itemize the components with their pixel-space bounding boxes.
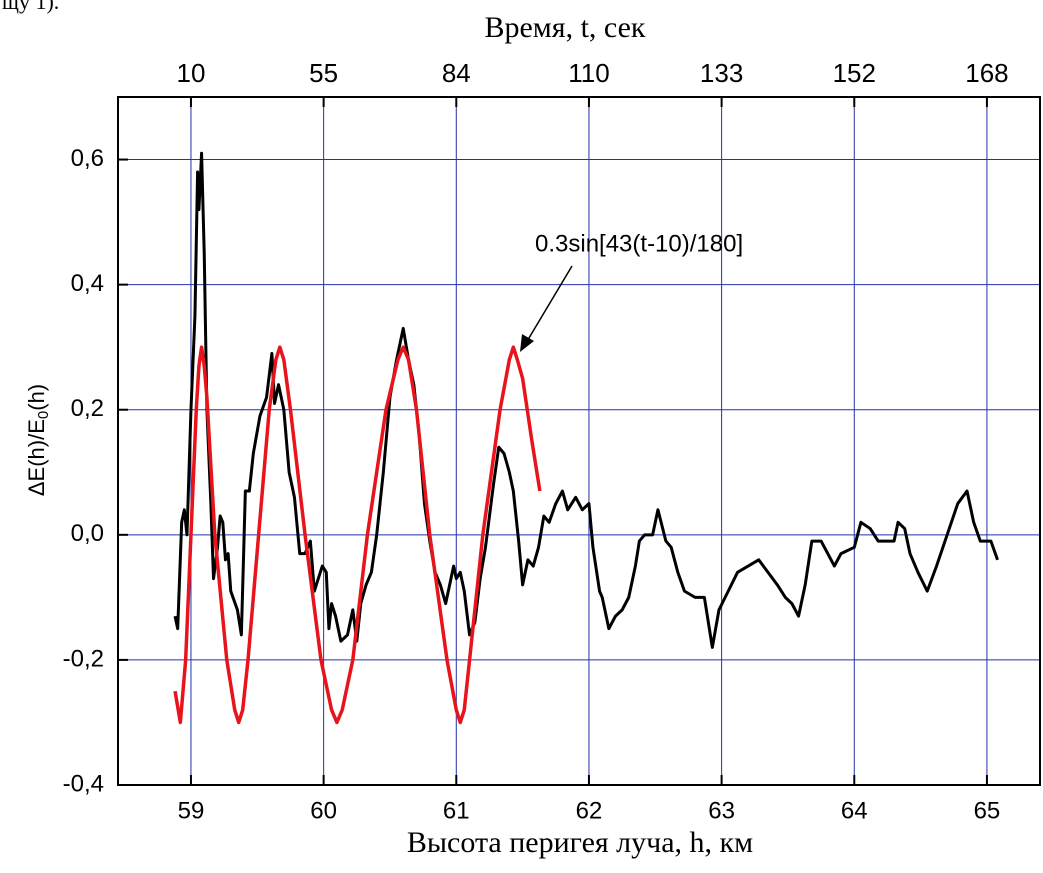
x2-tick-label: 110 bbox=[568, 58, 609, 88]
y-axis-label: ΔE(h)/E0(h) bbox=[24, 384, 52, 496]
data-line bbox=[173, 345, 542, 725]
x-tick-label: 60 bbox=[310, 797, 337, 824]
x-axis-label: Высота перигея луча, h, км bbox=[407, 826, 753, 859]
y-label-main: ΔE(h)/E bbox=[24, 419, 49, 496]
y-tick-label: 0,0 bbox=[71, 520, 104, 547]
plot-frame bbox=[117, 96, 1041, 786]
x2-tick-label: 168 bbox=[965, 58, 1008, 88]
x-tick-label: 64 bbox=[841, 797, 868, 824]
y-label-tail: (h) bbox=[24, 384, 49, 411]
y-label-sub: 0 bbox=[35, 411, 52, 419]
x2-tick-label: 133 bbox=[700, 58, 743, 88]
x2-tick-label: 84 bbox=[442, 58, 471, 88]
x2-tick-label: 10 bbox=[177, 58, 206, 88]
x2-tick-label: 152 bbox=[833, 58, 876, 88]
x-tick-label: 62 bbox=[576, 797, 603, 824]
x-tick-label: 65 bbox=[974, 797, 1001, 824]
annotation-arrow bbox=[525, 265, 573, 344]
y-tick-label: -0,2 bbox=[63, 645, 104, 672]
y-tick-label: 0,2 bbox=[71, 395, 104, 422]
y-tick-label: 0,4 bbox=[71, 270, 104, 297]
header-fragment: щу 1). bbox=[2, 0, 59, 14]
arrow-head bbox=[520, 334, 534, 352]
data-line bbox=[173, 151, 999, 649]
x-tick-label: 63 bbox=[708, 797, 735, 824]
y-tick-label: -0,4 bbox=[63, 770, 104, 797]
x-tick-label: 59 bbox=[178, 797, 205, 824]
x2-tick-label: 55 bbox=[309, 58, 338, 88]
annotation: 0.3sin[43(t-10)/180] bbox=[535, 230, 743, 257]
x-tick-label: 61 bbox=[443, 797, 470, 824]
y-tick-label: 0,6 bbox=[71, 145, 104, 172]
chart-title: Время, t, сек bbox=[484, 11, 645, 44]
